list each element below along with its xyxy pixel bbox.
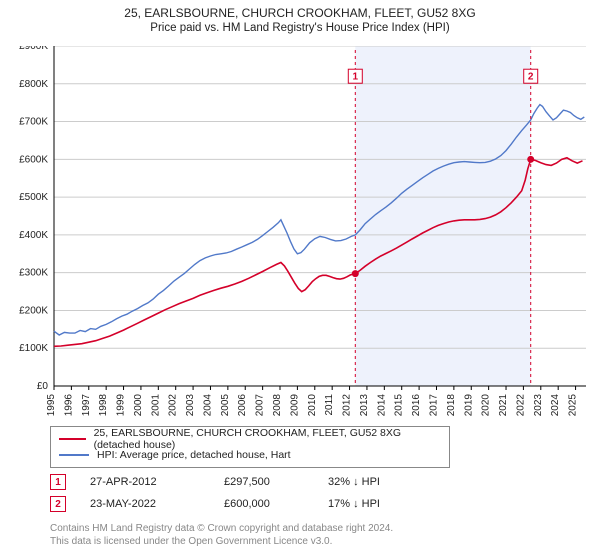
- footer-line: This data is licensed under the Open Gov…: [50, 535, 590, 548]
- svg-text:2014: 2014: [376, 394, 387, 416]
- footer-line: Contains HM Land Registry data © Crown c…: [50, 522, 590, 535]
- svg-text:2009: 2009: [289, 394, 300, 416]
- svg-text:2023: 2023: [533, 394, 544, 416]
- legend-swatch-property: [59, 438, 86, 440]
- sale-price: £297,500: [224, 476, 304, 488]
- svg-text:2001: 2001: [150, 394, 161, 416]
- svg-text:1999: 1999: [116, 394, 127, 416]
- svg-text:£100K: £100K: [19, 343, 48, 354]
- svg-text:£800K: £800K: [19, 79, 48, 90]
- sale-delta: 17% ↓ HPI: [328, 498, 418, 510]
- svg-text:2020: 2020: [481, 394, 492, 416]
- svg-text:2011: 2011: [324, 394, 335, 416]
- svg-text:1995: 1995: [46, 394, 57, 416]
- page-title: 25, EARLSBOURNE, CHURCH CROOKHAM, FLEET,…: [10, 6, 590, 20]
- sale-row: 1 27-APR-2012 £297,500 32% ↓ HPI: [50, 474, 590, 490]
- legend-label-hpi: HPI: Average price, detached house, Hart: [97, 449, 291, 461]
- svg-text:1998: 1998: [98, 394, 109, 416]
- svg-text:2021: 2021: [498, 394, 509, 416]
- svg-text:2010: 2010: [307, 394, 318, 416]
- svg-text:2017: 2017: [428, 394, 439, 416]
- svg-text:2024: 2024: [550, 394, 561, 416]
- svg-text:2008: 2008: [272, 394, 283, 416]
- svg-text:£700K: £700K: [19, 117, 48, 128]
- svg-text:2015: 2015: [394, 394, 405, 416]
- svg-text:2002: 2002: [168, 394, 179, 416]
- sale-row: 2 23-MAY-2022 £600,000 17% ↓ HPI: [50, 496, 590, 512]
- svg-text:2005: 2005: [220, 394, 231, 416]
- svg-text:2: 2: [528, 72, 534, 83]
- svg-text:2013: 2013: [359, 394, 370, 416]
- legend: 25, EARLSBOURNE, CHURCH CROOKHAM, FLEET,…: [50, 426, 450, 468]
- svg-text:2019: 2019: [463, 394, 474, 416]
- svg-text:£200K: £200K: [19, 305, 48, 316]
- sale-marker-icon: 2: [50, 496, 66, 512]
- legend-row: 25, EARLSBOURNE, CHURCH CROOKHAM, FLEET,…: [59, 431, 441, 447]
- svg-text:£400K: £400K: [19, 230, 48, 241]
- sale-date: 27-APR-2012: [90, 476, 200, 488]
- chart-area: £0 £100K £200K £300K £400K £500K £600K £700K £80…: [10, 46, 590, 416]
- svg-text:£600K: £600K: [19, 154, 48, 165]
- svg-text:2000: 2000: [133, 394, 144, 416]
- svg-text:2004: 2004: [202, 394, 213, 416]
- svg-text:2018: 2018: [446, 394, 457, 416]
- svg-text:2016: 2016: [411, 394, 422, 416]
- sale-price: £600,000: [224, 498, 304, 510]
- svg-text:2006: 2006: [237, 394, 248, 416]
- svg-text:£500K: £500K: [19, 192, 48, 203]
- svg-text:2007: 2007: [255, 394, 266, 416]
- footer: Contains HM Land Registry data © Crown c…: [50, 522, 590, 548]
- sale-marker-icon: 1: [50, 474, 66, 490]
- svg-text:1997: 1997: [81, 394, 92, 416]
- svg-text:£300K: £300K: [19, 268, 48, 279]
- svg-text:1996: 1996: [63, 394, 74, 416]
- legend-swatch-hpi: [59, 454, 89, 456]
- chart-root: 25, EARLSBOURNE, CHURCH CROOKHAM, FLEET,…: [0, 0, 600, 560]
- legend-label-property: 25, EARLSBOURNE, CHURCH CROOKHAM, FLEET,…: [94, 427, 441, 451]
- page-subtitle: Price paid vs. HM Land Registry's House …: [10, 22, 590, 34]
- svg-text:2003: 2003: [185, 394, 196, 416]
- svg-text:2012: 2012: [342, 394, 353, 416]
- svg-text:2022: 2022: [515, 394, 526, 416]
- svg-text:£900K: £900K: [19, 46, 48, 52]
- svg-text:2025: 2025: [568, 394, 579, 416]
- chart-svg: £0 £100K £200K £300K £400K £500K £600K £700K £80…: [10, 46, 590, 416]
- svg-text:£0: £0: [37, 381, 49, 392]
- sale-date: 23-MAY-2022: [90, 498, 200, 510]
- svg-text:1: 1: [353, 72, 359, 83]
- sale-delta: 32% ↓ HPI: [328, 476, 418, 488]
